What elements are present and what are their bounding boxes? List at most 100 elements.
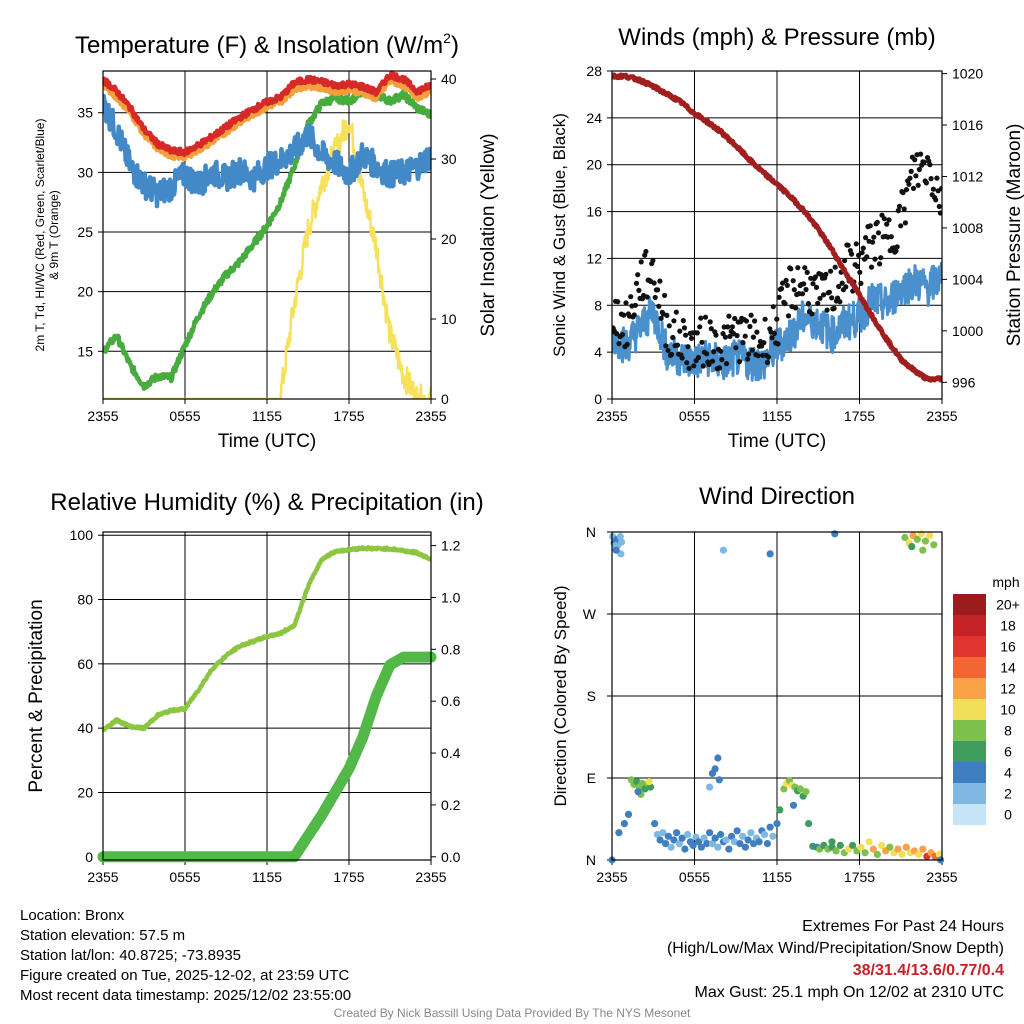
x-tick-label: 2355 <box>926 869 957 885</box>
extremes-title: Extremes For Past 24 Hours <box>802 918 1004 935</box>
panel-0: Temperature (F) & Insolation (W/m2)2355 0… <box>33 30 499 452</box>
gust-point <box>829 295 835 301</box>
y2-tick-label: 40 <box>441 71 457 87</box>
gust-point <box>769 335 775 341</box>
gust-point <box>616 341 622 347</box>
y2-tick-label: 20 <box>441 231 457 247</box>
gust-point <box>650 257 656 264</box>
gust-point <box>694 330 700 336</box>
gust-point <box>644 294 650 300</box>
legend-swatch <box>953 720 986 741</box>
legend-swatch <box>953 804 986 825</box>
gust-point <box>859 250 865 256</box>
gust-point <box>823 271 829 277</box>
gust-point <box>884 221 890 227</box>
y2-tick-label: 1.0 <box>441 589 461 605</box>
series-line-station-pressure <box>612 72 942 383</box>
direction-point <box>664 832 673 840</box>
y-axis-label: Direction (Colored By Speed) <box>551 585 570 806</box>
direction-point <box>689 841 697 850</box>
direction-point <box>828 838 836 846</box>
gust-point <box>774 316 780 322</box>
direction-point <box>651 820 659 828</box>
x-tick-label: 2355 <box>596 408 627 424</box>
gust-point <box>898 223 904 229</box>
gust-point <box>910 185 917 191</box>
gust-point <box>725 324 731 330</box>
gust-point <box>713 332 719 338</box>
gust-point <box>778 286 785 292</box>
gust-point <box>762 316 768 322</box>
gust-point <box>658 315 664 321</box>
chart-title: Wind Direction <box>699 483 855 510</box>
gust-point <box>927 162 933 168</box>
legend-label: 16 <box>1000 639 1016 655</box>
gust-point <box>665 347 671 354</box>
gust-point <box>842 258 848 264</box>
direction-point <box>902 843 910 851</box>
series-line-precipitation <box>97 651 437 863</box>
station-info: Location: Bronx Station elevation: 57.5 … <box>20 906 351 1006</box>
gust-point <box>615 299 621 305</box>
direction-point <box>719 546 728 554</box>
direction-point <box>624 810 633 819</box>
direction-point <box>865 838 873 846</box>
y-tick-label: 30 <box>77 164 93 180</box>
direction-point <box>894 845 902 853</box>
gust-point <box>813 284 820 290</box>
direction-points <box>608 530 945 864</box>
gust-point <box>702 314 709 320</box>
y-axis-label: 2m T, Td, HI/WC (Red, Green, Scarlet/Blu… <box>33 119 61 352</box>
gust-point <box>886 217 892 223</box>
y-tick-label: 80 <box>77 592 93 608</box>
direction-point <box>675 840 684 848</box>
gust-point <box>699 339 705 345</box>
gust-point <box>631 312 637 318</box>
gust-point <box>736 359 743 365</box>
legend-label: 8 <box>1004 723 1012 739</box>
extremes-summary: Extremes For Past 24 Hours (High/Low/Max… <box>667 916 1004 1004</box>
direction-point <box>678 834 686 842</box>
legend-label: 2 <box>1004 786 1012 802</box>
gust-point <box>795 265 801 271</box>
recent-data-timestamp: Most recent data timestamp: 2025/12/02 2… <box>20 987 352 1004</box>
gust-point <box>663 343 669 349</box>
gust-point <box>817 295 823 301</box>
x-tick-label: 2355 <box>415 869 446 885</box>
direction-point <box>706 783 714 791</box>
series-line-2m-temperature <box>103 71 431 158</box>
y-tick-label: 24 <box>586 110 602 126</box>
gust-point <box>771 330 778 337</box>
gust-point <box>871 234 877 240</box>
gust-point <box>888 234 894 240</box>
gust-point <box>745 356 751 362</box>
direction-point <box>711 834 719 842</box>
gust-point <box>820 292 827 298</box>
legend-label: 20+ <box>996 597 1020 613</box>
legend-label: 10 <box>1000 702 1016 718</box>
gust-point <box>723 361 730 367</box>
legend-label: 18 <box>1000 618 1016 634</box>
x-tick-label: 2355 <box>926 408 957 424</box>
gust-point <box>633 280 640 286</box>
gust-point <box>684 360 690 366</box>
x-tick-label: 0555 <box>679 869 710 885</box>
direction-point <box>919 546 927 554</box>
gust-point <box>635 272 641 278</box>
direction-point <box>673 829 681 837</box>
gust-point <box>662 292 668 298</box>
gust-point <box>864 254 870 260</box>
gust-point <box>801 281 807 287</box>
direction-point <box>877 841 886 850</box>
gust-point <box>752 318 758 324</box>
title-text: Temperature (F) & Insolation (W/m <box>75 32 443 59</box>
gust-point <box>657 278 663 284</box>
y-tick-label: 0 <box>594 391 602 407</box>
direction-point <box>662 840 670 848</box>
legend-swatch <box>953 615 986 636</box>
direction-point <box>634 788 642 796</box>
y-tick-label: 100 <box>70 527 94 543</box>
gust-point <box>748 312 754 318</box>
gust-point <box>863 235 869 241</box>
gust-point <box>716 365 723 371</box>
